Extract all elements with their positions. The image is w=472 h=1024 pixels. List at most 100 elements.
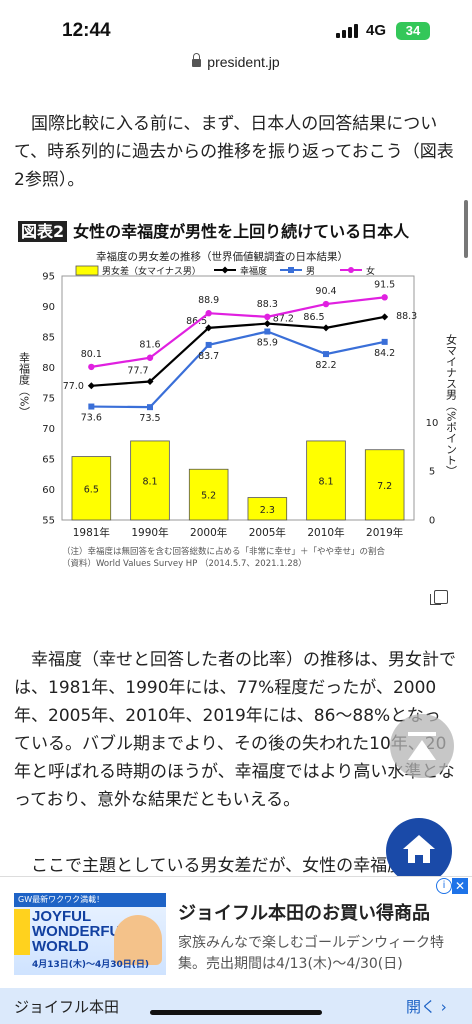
legend-label: 男 bbox=[306, 266, 315, 277]
address-bar[interactable]: president.jp bbox=[0, 53, 472, 84]
series-line bbox=[91, 315, 385, 387]
ad-footer[interactable]: ジョイフル本田 開く › bbox=[0, 988, 472, 1024]
y-tick-label: 55 bbox=[42, 516, 55, 527]
battery-icon: 34 bbox=[396, 22, 430, 40]
gap-bar bbox=[247, 497, 288, 521]
series-point bbox=[381, 294, 388, 301]
scroll-top-icon bbox=[408, 732, 436, 736]
series-point-label: 85.9 bbox=[257, 338, 278, 349]
home-indicator bbox=[150, 1010, 322, 1015]
series-point-label: 84.2 bbox=[374, 348, 395, 359]
y-tick-label: 85 bbox=[42, 333, 55, 344]
y2-axis-label: 女マイナス男（%ポイント） bbox=[445, 333, 458, 477]
ad-open-button[interactable]: 開く › bbox=[406, 998, 447, 1016]
y-axis-label: 幸福度（%） bbox=[18, 352, 31, 418]
legend-marker bbox=[348, 267, 354, 273]
clock: 12:44 bbox=[62, 20, 111, 41]
series-point-label: 88.3 bbox=[396, 311, 417, 322]
y-tick-label: 90 bbox=[42, 302, 55, 313]
status-bar: 12:44 4G 34 bbox=[0, 0, 472, 52]
y-tick-label: 75 bbox=[42, 394, 55, 405]
plot-area bbox=[61, 275, 415, 521]
y2-tick-label: 10 bbox=[426, 418, 439, 429]
gap-bar bbox=[188, 468, 229, 521]
ad-image[interactable]: GW最新ワクワク満載！ JOYFUL WONDERFUL WORLD 4月13日… bbox=[14, 893, 166, 975]
url-text: president.jp bbox=[207, 54, 280, 70]
legend-marker bbox=[221, 266, 229, 274]
chart-note-2: （資料）World Values Survey HP （2014.5.7、202… bbox=[62, 558, 307, 569]
ad-description: 家族みんなで楽しむゴールデンウィーク特集。売出期間は4/13(木)〜4/30(日… bbox=[178, 935, 444, 972]
gap-bar-label: 8.1 bbox=[318, 476, 333, 487]
scroll-top-button[interactable] bbox=[390, 714, 454, 778]
home-button[interactable] bbox=[386, 818, 452, 884]
ad-banner[interactable]: GW最新ワクワク満載！ JOYFUL WONDERFUL WORLD 4月13日… bbox=[0, 876, 472, 989]
chart-svg: 幸福度の男女差の推移（世界価値観調査の日本結果） 男女差（女マイナス男） 幸福度 男… bbox=[18, 250, 458, 569]
series-point bbox=[205, 341, 212, 348]
y-tick-label: 60 bbox=[42, 485, 55, 496]
series-point bbox=[264, 313, 271, 321]
chart-title: 幸福度の男女差の推移（世界価値観調査の日本結果） bbox=[96, 250, 348, 263]
scrollbar[interactable] bbox=[464, 200, 468, 258]
ad-image-kids bbox=[114, 915, 162, 965]
gap-bar bbox=[130, 440, 170, 521]
series-point bbox=[88, 363, 95, 371]
x-tick-label: 2019年 bbox=[366, 526, 403, 539]
chart-note-1: （注）幸福度は無回答を含む回答総数に占める「非常に幸せ」＋「やや幸せ」の割合 bbox=[62, 546, 386, 557]
x-tick-label: 2005年 bbox=[249, 526, 286, 539]
legend-marker bbox=[288, 267, 294, 273]
ad-image-dates: 4月13日(木)〜4月30日(日) bbox=[32, 960, 150, 970]
y2-tick-label: 0 bbox=[429, 516, 435, 527]
series-point-label: 83.7 bbox=[198, 351, 219, 362]
x-tick-label: 2000年 bbox=[190, 526, 227, 539]
series-point-label: 91.5 bbox=[374, 279, 395, 290]
gap-bar-label: 6.5 bbox=[84, 484, 99, 495]
ad-sponsor: ジョイフル本田 bbox=[14, 998, 120, 1016]
gap-bar bbox=[306, 440, 346, 521]
legend-label-gap: 男女差（女マイナス男） bbox=[102, 265, 201, 277]
series-point-label: 81.6 bbox=[139, 340, 160, 351]
figure-badge: 図表2 bbox=[18, 221, 68, 242]
series-point-label: 88.9 bbox=[198, 295, 219, 306]
gap-bar-label: 8.1 bbox=[142, 476, 157, 487]
series-point bbox=[146, 378, 154, 386]
series-point bbox=[205, 324, 213, 332]
series-point bbox=[88, 403, 95, 410]
figure-title: 女性の幸福度が男性を上回り続けている日本人 bbox=[73, 222, 410, 241]
series-point-label: 86.5 bbox=[303, 312, 324, 323]
ad-title[interactable]: ジョイフル本田のお買い得商品 bbox=[178, 903, 430, 924]
gap-bar bbox=[71, 456, 112, 521]
y-tick-label: 65 bbox=[42, 455, 55, 466]
figure-heading: 図表2 女性の幸福度が男性を上回り続けている日本人 bbox=[18, 218, 409, 242]
series-point bbox=[205, 310, 212, 317]
legend-label: 幸福度 bbox=[240, 265, 267, 277]
ad-close-icon[interactable]: ✕ bbox=[452, 878, 468, 894]
series-point bbox=[322, 324, 330, 332]
series-point bbox=[87, 382, 95, 390]
y2-tick-label: 5 bbox=[429, 467, 435, 478]
gap-bar-label: 7.2 bbox=[377, 481, 392, 492]
ad-image-ribbon: GW最新ワクワク満載！ bbox=[14, 893, 166, 907]
series-point-label: 90.4 bbox=[315, 286, 336, 297]
series-point-label: 77.7 bbox=[127, 366, 148, 377]
ad-image-headline: JOYFUL WONDERFUL WORLD bbox=[32, 908, 130, 955]
chart-legend: 男女差（女マイナス男） 幸福度 男 女 bbox=[75, 265, 375, 277]
paragraph-trend: 幸福度（幸せと回答した者の比率）の推移は、男女計では、1981年、1990年には… bbox=[14, 650, 456, 810]
gap-bar-label: 2.3 bbox=[260, 505, 275, 516]
series-point-label: 82.2 bbox=[315, 360, 336, 371]
y-tick-label: 80 bbox=[42, 363, 55, 374]
series-line bbox=[91, 296, 385, 368]
series-point bbox=[381, 313, 389, 321]
series-point-label: 73.6 bbox=[81, 413, 102, 424]
series-point-label: 73.5 bbox=[139, 413, 160, 424]
happiness-chart: 幸福度の男女差の推移（世界価値観調査の日本結果） 男女差（女マイナス男） 幸福度 男… bbox=[14, 244, 458, 574]
copy-icon[interactable] bbox=[430, 590, 448, 605]
series-line bbox=[91, 330, 385, 409]
series-point bbox=[263, 320, 271, 328]
series-point-label: 80.1 bbox=[81, 349, 102, 360]
signal-icon bbox=[336, 24, 360, 38]
series-point-label: 77.0 bbox=[63, 381, 84, 392]
network-type: 4G bbox=[366, 22, 387, 39]
ad-info-icon[interactable]: i bbox=[436, 878, 452, 894]
paragraph-intro: 国際比較に入る前に、まず、日本人の回答結果について、時系列的に過去からの推移を振… bbox=[14, 114, 454, 190]
series-point bbox=[322, 300, 330, 308]
